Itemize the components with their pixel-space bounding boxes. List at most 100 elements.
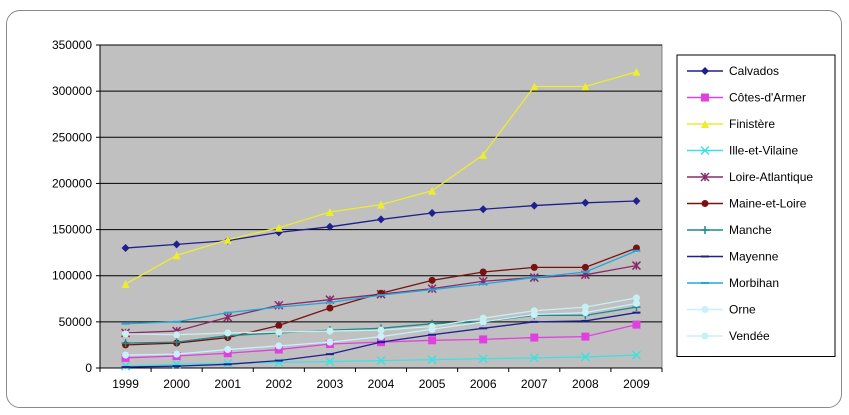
y-tick-label: 150000	[52, 223, 92, 237]
y-tick-label: 300000	[52, 84, 92, 98]
data-point-finist-re	[581, 82, 590, 91]
legend-marker-calvados	[701, 67, 709, 75]
x-tick-label: 2004	[368, 377, 395, 391]
data-point-c-tes-d-armer	[479, 335, 488, 344]
data-point-orne	[122, 351, 130, 359]
data-point-orne	[377, 333, 385, 341]
data-point-ille-et-vilaine	[427, 355, 437, 365]
data-point-vend-e	[428, 322, 436, 330]
series-orne	[122, 299, 640, 359]
data-point-manche	[172, 338, 181, 347]
data-point-ille-et-vilaine	[631, 350, 641, 360]
data-point-maine-et-loire	[632, 244, 640, 252]
data-point-finist-re	[121, 280, 130, 289]
series-ille-et-vilaine	[121, 350, 641, 371]
data-point-finist-re	[172, 251, 181, 260]
data-point-calvados	[530, 201, 539, 210]
legend-label-calvados: Calvados	[729, 64, 779, 78]
data-point-ille-et-vilaine	[325, 357, 335, 367]
data-point-loire-atlantique	[631, 261, 641, 271]
data-point-c-tes-d-armer	[530, 333, 539, 342]
data-point-vend-e	[326, 327, 334, 335]
legend-label-maine-et-loire: Maine-et-Loire	[729, 197, 807, 211]
data-point-vend-e	[173, 331, 181, 339]
data-point-finist-re	[479, 150, 488, 159]
series-calvados	[121, 196, 641, 253]
series-morbihan	[121, 249, 641, 325]
data-point-finist-re	[274, 223, 283, 232]
series-finist-re	[121, 67, 641, 289]
data-point-vend-e	[479, 314, 487, 322]
x-tick-label: 2003	[317, 377, 344, 391]
legend-label-ille-et-vilaine: Ille-et-Vilaine	[729, 144, 798, 158]
data-point-calvados	[325, 222, 334, 231]
data-point-ille-et-vilaine	[580, 352, 590, 362]
x-tick-label: 2009	[623, 377, 650, 391]
data-point-ille-et-vilaine	[376, 356, 386, 366]
data-point-vend-e	[632, 294, 640, 302]
data-point-finist-re	[223, 235, 232, 244]
data-point-finist-re	[530, 82, 539, 91]
y-tick-label: 250000	[52, 130, 92, 144]
data-point-ille-et-vilaine	[529, 353, 539, 363]
data-point-orne	[173, 350, 181, 358]
data-point-finist-re	[428, 186, 437, 195]
data-point-calvados	[581, 198, 590, 207]
data-point-c-tes-d-armer	[581, 332, 590, 341]
data-point-vend-e	[377, 326, 385, 334]
data-point-finist-re	[325, 208, 334, 217]
data-point-orne	[275, 342, 283, 350]
legend-label-morbihan: Morbihan	[729, 276, 779, 290]
data-point-c-tes-d-armer	[632, 320, 641, 329]
legend-label-manche: Manche	[729, 223, 772, 237]
x-tick-label: 2008	[572, 377, 599, 391]
series-mayenne	[121, 311, 641, 369]
legend-label-finist-re: Finistère	[729, 117, 775, 131]
data-point-calvados	[632, 196, 641, 205]
data-point-orne	[224, 346, 232, 354]
series-vend-e	[122, 294, 640, 339]
data-point-loire-atlantique	[223, 312, 233, 322]
x-tick-label: 2000	[163, 377, 190, 391]
data-point-c-tes-d-armer	[223, 349, 232, 358]
x-tick-label: 1999	[112, 377, 139, 391]
data-point-orne	[326, 338, 334, 346]
x-tick-label: 2001	[214, 377, 241, 391]
data-point-calvados	[377, 215, 385, 224]
legend-label-c-tes-d-armer: Côtes-d'Armer	[729, 91, 806, 105]
data-point-maine-et-loire	[581, 263, 589, 271]
legend-marker-orne	[701, 306, 709, 313]
data-point-maine-et-loire	[326, 304, 334, 312]
y-tick-label: 50000	[59, 315, 93, 329]
data-point-maine-et-loire	[428, 276, 436, 284]
legend-marker-loire-atlantique	[700, 172, 710, 182]
x-tick-label: 2002	[265, 377, 292, 391]
data-point-vend-e	[530, 307, 538, 315]
data-point-vend-e	[275, 328, 283, 336]
legend-marker-ille-et-vilaine	[700, 145, 710, 156]
data-point-calvados	[479, 205, 488, 214]
legend-marker-finist-re	[701, 120, 709, 128]
x-tick-label: 2005	[419, 377, 446, 391]
y-tick-label: 350000	[52, 38, 92, 52]
data-point-calvados	[121, 244, 130, 253]
x-tick-label: 2007	[521, 377, 548, 391]
legend-label-loire-atlantique: Loire-Atlantique	[729, 170, 813, 184]
legend-label-orne: Orne	[729, 303, 756, 317]
y-tick-label: 200000	[52, 176, 92, 190]
legend-marker-c-tes-d-armer	[701, 93, 709, 102]
data-point-calvados	[172, 240, 181, 249]
y-tick-label: 100000	[52, 269, 92, 283]
data-point-orne	[581, 309, 589, 317]
data-point-finist-re	[632, 67, 641, 76]
legend-label-vend-e: Vendée	[729, 329, 770, 343]
data-point-maine-et-loire	[479, 268, 487, 276]
y-tick-label: 0	[85, 361, 92, 375]
data-point-c-tes-d-armer	[428, 336, 437, 345]
legend-label-mayenne: Mayenne	[729, 250, 779, 264]
data-point-finist-re	[377, 200, 385, 209]
data-point-calvados	[428, 208, 437, 217]
legend-marker-maine-et-loire	[701, 200, 709, 207]
data-point-maine-et-loire	[530, 263, 538, 271]
